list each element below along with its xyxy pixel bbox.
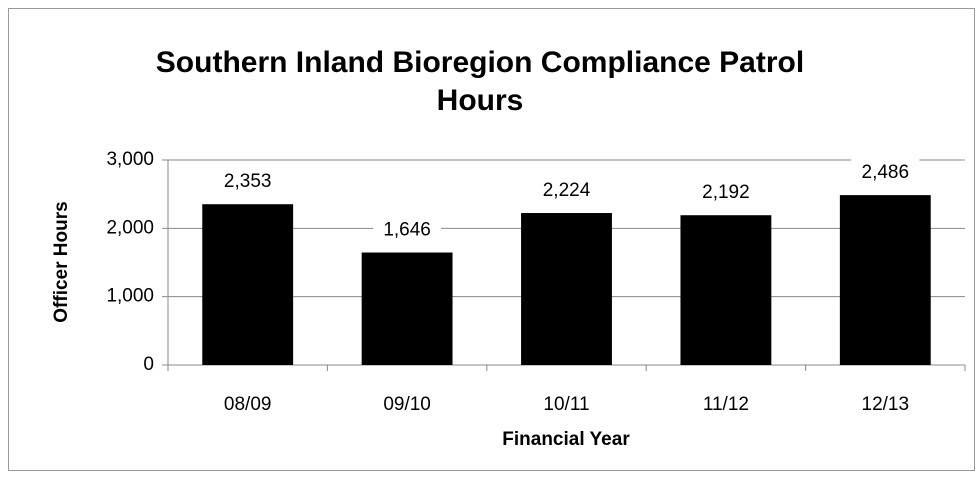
bar (521, 213, 612, 365)
x-tick-label: 08/09 (224, 394, 272, 415)
bar (361, 252, 453, 365)
chart-title: Southern Inland Bioregion Compliance Pat… (155, 46, 805, 117)
value-label: 2,353 (224, 171, 272, 192)
value-label: 2,486 (862, 162, 910, 183)
value-label-bg (373, 216, 442, 245)
y-tick-label: 0 (143, 354, 154, 375)
value-label-bg (213, 168, 282, 197)
x-axis-title: Financial Year (502, 429, 630, 450)
y-tick-label: 1,000 (106, 286, 154, 307)
x-tick-label: 09/10 (383, 394, 431, 415)
bar (202, 204, 294, 365)
value-label-bg (532, 177, 601, 206)
value-label: 2,192 (702, 182, 750, 203)
x-tick-label: 10/11 (543, 394, 589, 415)
y-tick-label: 3,000 (106, 149, 154, 170)
chart-border (8, 8, 975, 471)
value-label: 1,646 (383, 220, 431, 241)
value-label-bg (691, 179, 760, 208)
x-tick-label: 12/13 (862, 394, 910, 415)
bar (680, 215, 772, 365)
x-tick-label: 11/12 (703, 394, 749, 415)
value-label: 2,224 (543, 180, 591, 201)
y-axis-title: Officer Hours (51, 201, 72, 322)
y-tick-label: 2,000 (106, 217, 154, 238)
value-label-bg (851, 159, 920, 188)
bar (839, 195, 931, 365)
